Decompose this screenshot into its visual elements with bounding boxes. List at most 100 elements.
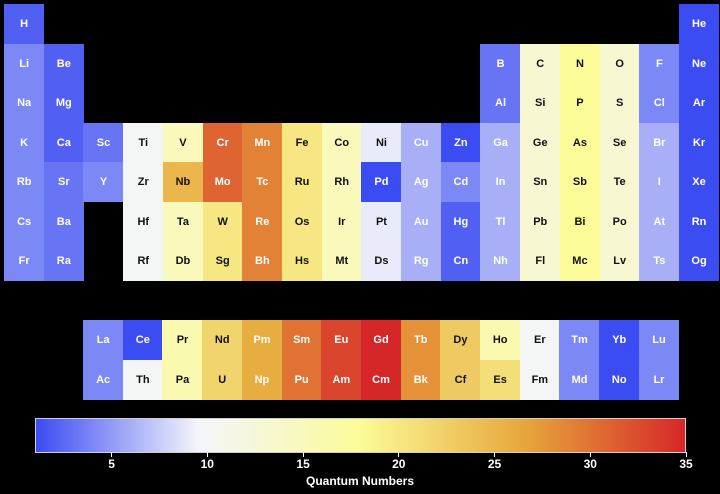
element-cell-si: Si xyxy=(520,83,561,124)
element-symbol: Fm xyxy=(531,373,549,386)
element-symbol: Bi xyxy=(574,215,586,228)
element-symbol: Cf xyxy=(454,373,467,386)
element-cell-sc: Sc xyxy=(83,122,124,163)
element-symbol: Ga xyxy=(493,136,508,149)
element-symbol: Lr xyxy=(653,373,665,386)
element-cell-tm: Tm xyxy=(559,320,600,361)
element-symbol: Ba xyxy=(56,215,71,228)
element-cell-na: Na xyxy=(4,83,45,124)
colorbar-tick-mark xyxy=(589,452,591,457)
element-symbol: Rn xyxy=(691,215,707,228)
element-cell-pt: Pt xyxy=(361,201,402,242)
element-cell-pb: Pb xyxy=(520,201,561,242)
element-cell-ag: Ag xyxy=(401,162,442,203)
element-symbol: Te xyxy=(613,176,626,189)
element-symbol: Cu xyxy=(413,136,429,149)
element-cell-au: Au xyxy=(401,201,442,242)
element-cell-al: Al xyxy=(480,83,521,124)
element-symbol: Mc xyxy=(572,255,588,268)
element-symbol: Cr xyxy=(216,136,229,149)
colorbar-tick-label: 5 xyxy=(108,457,115,471)
element-symbol: Lu xyxy=(652,334,666,347)
element-symbol: Al xyxy=(495,97,507,110)
element-symbol: Zn xyxy=(454,136,468,149)
element-symbol: Gd xyxy=(373,334,389,347)
element-symbol: W xyxy=(217,215,228,228)
element-cell-nb: Nb xyxy=(162,162,204,203)
element-symbol: Si xyxy=(535,97,546,110)
element-cell-rn: Rn xyxy=(678,201,720,242)
element-cell-zr: Zr xyxy=(123,162,164,203)
element-cell-mg: Mg xyxy=(43,83,84,124)
element-cell-ga: Ga xyxy=(480,122,521,163)
element-cell-nh: Nh xyxy=(480,241,521,282)
element-symbol: Ag xyxy=(413,176,429,189)
element-symbol: Fe xyxy=(295,136,309,149)
element-cell-fm: Fm xyxy=(519,359,560,400)
element-cell-eu: Eu xyxy=(321,320,362,361)
element-cell-mt: Mt xyxy=(321,241,362,282)
element-symbol: Lv xyxy=(613,255,627,268)
element-symbol: Eu xyxy=(334,334,349,347)
element-symbol: Ti xyxy=(138,136,149,149)
element-cell-th: Th xyxy=(122,359,163,400)
element-cell-ba: Ba xyxy=(43,201,84,242)
element-cell-pa: Pa xyxy=(162,359,203,400)
colorbar-tick-label: 10 xyxy=(200,457,214,471)
element-symbol: Se xyxy=(612,136,627,149)
element-symbol: Sn xyxy=(533,176,548,189)
element-symbol: In xyxy=(495,176,506,189)
element-cell-fl: Fl xyxy=(520,241,561,282)
element-cell-po: Po xyxy=(599,201,640,242)
element-symbol: Hf xyxy=(137,215,150,228)
element-symbol: Rh xyxy=(334,176,350,189)
element-symbol: Sb xyxy=(572,176,587,189)
element-cell-bk: Bk xyxy=(400,359,441,400)
element-symbol: Rg xyxy=(413,255,429,268)
element-cell-v: V xyxy=(162,122,204,163)
element-cell-cu: Cu xyxy=(401,122,442,163)
element-symbol: I xyxy=(657,176,661,189)
element-symbol: Es xyxy=(493,373,507,386)
element-cell-xe: Xe xyxy=(678,162,720,203)
element-symbol: Mo xyxy=(214,176,231,189)
element-symbol: Sr xyxy=(58,176,70,189)
element-symbol: Th xyxy=(136,373,150,386)
element-symbol: Tb xyxy=(414,334,428,347)
element-cell-sg: Sg xyxy=(202,241,243,282)
element-symbol: Ir xyxy=(338,215,346,228)
element-cell-o: O xyxy=(599,43,640,84)
element-cell-cs: Cs xyxy=(4,201,45,242)
colorbar-tick-mark xyxy=(398,452,400,457)
colorbar-tick-mark xyxy=(494,452,495,457)
element-symbol: Nb xyxy=(175,176,191,189)
element-cell-se: Se xyxy=(599,122,640,163)
element-cell-c: C xyxy=(520,43,561,84)
element-symbol: Ni xyxy=(375,136,387,149)
element-cell-sm: Sm xyxy=(281,320,322,361)
element-symbol: Md xyxy=(571,373,588,386)
element-cell-ce: Ce xyxy=(122,320,163,361)
element-symbol: Nh xyxy=(493,255,508,268)
element-symbol: He xyxy=(692,18,707,31)
element-symbol: Kr xyxy=(692,136,706,149)
element-cell-k: K xyxy=(4,122,45,163)
element-symbol: Nd xyxy=(214,334,230,347)
element-cell-hs: Hs xyxy=(281,241,323,282)
element-cell-he: He xyxy=(678,4,720,45)
element-symbol: Rf xyxy=(137,255,150,268)
element-cell-am: Am xyxy=(321,359,362,400)
element-symbol: Tc xyxy=(256,176,269,189)
element-cell-pr: Pr xyxy=(162,320,203,361)
element-symbol: Dy xyxy=(453,334,468,347)
element-cell-li: Li xyxy=(4,43,45,84)
element-symbol: Ta xyxy=(176,215,189,228)
element-cell-es: Es xyxy=(480,359,521,400)
element-cell-lr: Lr xyxy=(638,359,680,400)
element-symbol: La xyxy=(96,334,110,347)
element-cell-dy: Dy xyxy=(440,320,481,361)
element-symbol: Y xyxy=(99,176,108,189)
colorbar-tick-mark xyxy=(206,452,208,457)
colorbar-tick-label: 25 xyxy=(487,457,502,471)
element-cell-ir: Ir xyxy=(321,201,362,242)
